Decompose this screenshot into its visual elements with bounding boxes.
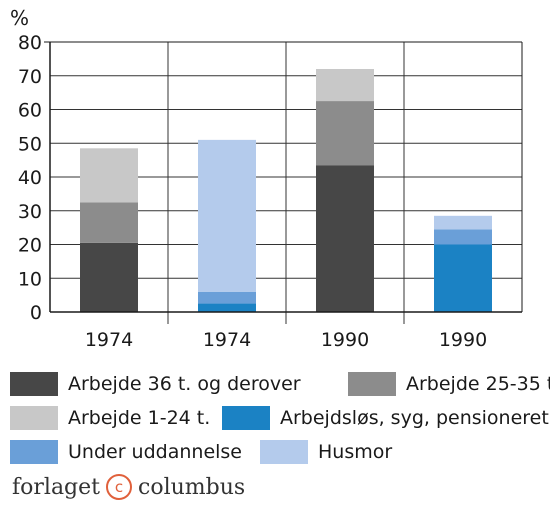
legend-swatch: [222, 406, 270, 430]
bar-segment: [80, 148, 138, 203]
legend-swatch: [10, 372, 58, 396]
x-tick-label: 1990: [439, 329, 487, 351]
publisher-name-right: columbus: [138, 474, 246, 500]
y-tick-label: 50: [18, 133, 42, 155]
y-tick-label: 60: [18, 100, 42, 122]
bar-segment: [434, 215, 492, 230]
x-tick-label: 1974: [85, 329, 133, 351]
y-tick-label: 0: [30, 302, 42, 324]
legend-item-2: Arbejde 25-35 t.: [348, 372, 550, 396]
bar-segment: [434, 244, 492, 312]
bar-segment: [198, 303, 256, 312]
legend-item-3: Arbejde 1-24 t.: [10, 406, 210, 430]
y-tick-label: 80: [18, 32, 42, 54]
legend-label: Arbejde 1-24 t.: [68, 407, 211, 429]
x-tick-label: 1974: [203, 329, 251, 351]
y-axis-label: %: [10, 6, 29, 30]
bar-segment: [80, 242, 138, 312]
legend-item-5: Under uddannelse: [10, 440, 242, 464]
bar-segment: [316, 165, 374, 312]
legend-label: Under uddannelse: [68, 441, 242, 463]
legend-swatch: [10, 440, 58, 464]
bar-segment: [316, 101, 374, 166]
bar-segment: [434, 229, 492, 245]
legend-label: Arbejde 25-35 t.: [406, 373, 550, 395]
legend-item-4: Arbejdsløs, syg, pensioneret: [222, 406, 549, 430]
copyright-icon: c: [106, 474, 132, 500]
bars: [80, 69, 492, 312]
legend-swatch: [348, 372, 396, 396]
bar-segment: [198, 291, 256, 304]
legend-item-1: Arbejde 36 t. og derover: [10, 372, 301, 396]
legend-swatch: [260, 440, 308, 464]
stacked-bar-chart: 0 10 20 30 40 50 60 70 80 1974 1974 1990 1990 %: [10, 6, 523, 351]
legend-item-6: Husmor: [260, 440, 392, 464]
publisher-logo: forlaget c columbus: [12, 474, 245, 500]
x-tick-label: 1990: [321, 329, 369, 351]
bar-segment: [80, 202, 138, 243]
legend-swatch: [10, 406, 58, 430]
legend-label: Husmor: [318, 441, 393, 463]
y-tick-label: 20: [18, 235, 42, 257]
x-tick-labels: 1974 1974 1990 1990: [85, 329, 487, 351]
publisher-name-left: forlaget: [12, 474, 100, 500]
bar-segment: [198, 139, 256, 292]
y-tick-label: 70: [18, 66, 42, 88]
y-tick-labels: 0 10 20 30 40 50 60 70 80: [18, 32, 42, 324]
legend-label: Arbejdsløs, syg, pensioneret: [280, 407, 549, 429]
axes: [44, 41, 523, 313]
y-tick-label: 30: [18, 201, 42, 223]
y-tick-label: 40: [18, 167, 42, 189]
bar-segment: [316, 69, 374, 102]
y-tick-label: 10: [18, 268, 42, 290]
legend-label: Arbejde 36 t. og derover: [68, 373, 301, 395]
